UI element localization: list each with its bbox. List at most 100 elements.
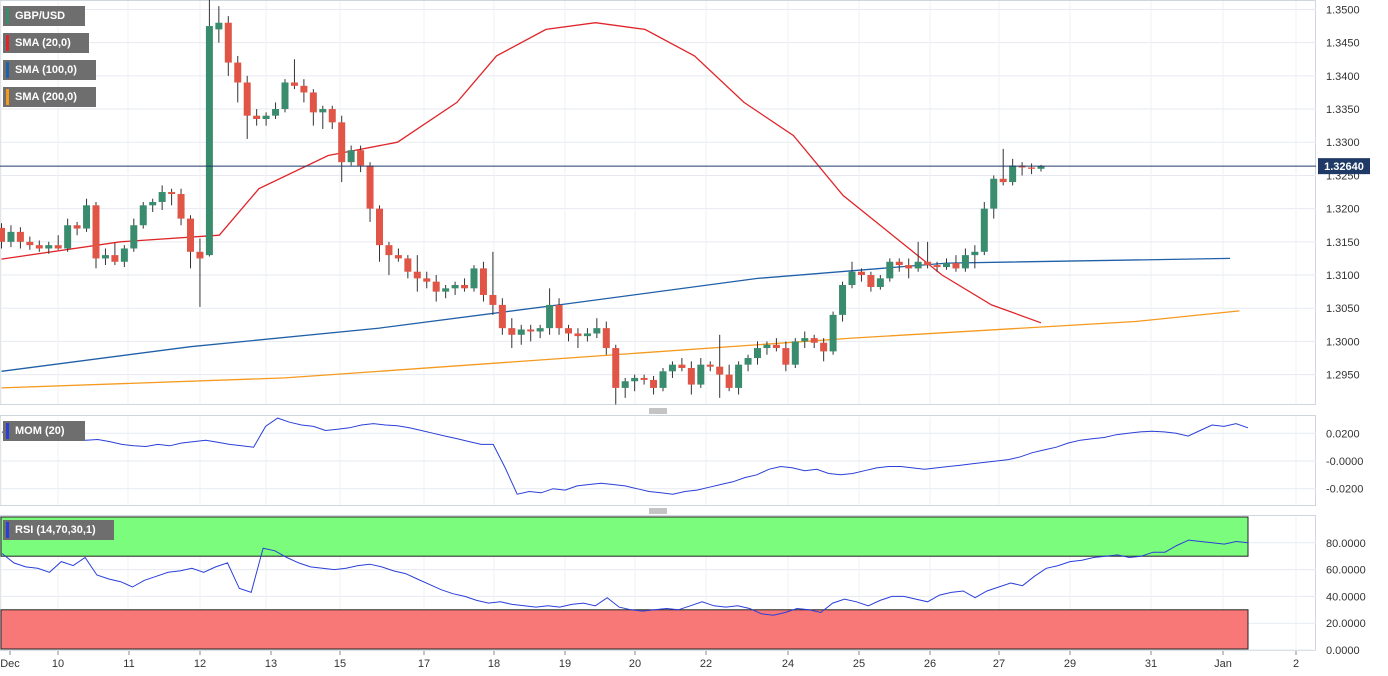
candle-body bbox=[659, 371, 667, 388]
candle-up bbox=[442, 284, 450, 299]
candle-up bbox=[205, 0, 213, 257]
candle-up bbox=[735, 361, 743, 395]
current-price-tag-text: 1.32640 bbox=[1324, 161, 1364, 173]
candle-body bbox=[470, 268, 478, 289]
main-y-tick-label: 1.2950 bbox=[1326, 370, 1360, 382]
candle-body bbox=[120, 248, 128, 262]
candle-down bbox=[73, 221, 81, 236]
x-tick-label: 20 bbox=[629, 658, 641, 670]
candle-up bbox=[83, 198, 91, 232]
x-tick-label: 15 bbox=[334, 658, 346, 670]
candle-up bbox=[876, 275, 884, 290]
candle-up bbox=[961, 248, 969, 272]
candle-body bbox=[725, 374, 733, 388]
legend-sma100-swatch bbox=[6, 62, 9, 78]
mom-splitter-handle[interactable] bbox=[649, 508, 667, 514]
candle-down bbox=[508, 318, 516, 349]
x-tick-label: 24 bbox=[782, 658, 794, 670]
candle-down bbox=[725, 364, 733, 392]
candle-body bbox=[565, 328, 572, 334]
candle-down bbox=[479, 261, 487, 302]
legend-rsi[interactable]: RSI (14,70,30,1) bbox=[3, 520, 114, 540]
candle-down bbox=[290, 59, 298, 90]
candle-down bbox=[461, 278, 469, 292]
x-tick-label: 12 bbox=[194, 658, 206, 670]
candle-body bbox=[848, 271, 856, 285]
candle-body bbox=[1028, 167, 1036, 169]
candle-body bbox=[687, 367, 695, 385]
legend-rsi-swatch bbox=[6, 522, 9, 538]
candle-body bbox=[139, 205, 147, 226]
candle-body bbox=[905, 265, 913, 269]
candle-body bbox=[338, 122, 346, 163]
candle-down bbox=[177, 188, 185, 226]
current-price-tag: 1.32640 bbox=[1318, 158, 1370, 175]
candle-up bbox=[517, 324, 525, 345]
candle-down bbox=[423, 271, 431, 289]
candle-down bbox=[565, 324, 572, 342]
x-tick-label: 13 bbox=[265, 658, 277, 670]
candle-down bbox=[952, 255, 960, 272]
candle-body bbox=[366, 165, 374, 209]
candle-up bbox=[536, 324, 544, 339]
rsi-path bbox=[1, 539, 1249, 616]
x-axis: Dec 10 11 12 13 15 17 18 19 20 22 24 25 26 27 29 31 Jan 2 bbox=[0, 651, 1299, 670]
candle-body bbox=[820, 342, 828, 352]
candle-down bbox=[385, 241, 393, 276]
candle-down bbox=[772, 338, 780, 352]
mom-y-axis: 0.0200 -0.0000 -0.0200 bbox=[1326, 428, 1363, 495]
candle-body bbox=[215, 22, 223, 30]
candle-down bbox=[111, 243, 119, 266]
candle-body bbox=[810, 338, 818, 343]
candle-up bbox=[801, 331, 809, 349]
mom-path bbox=[1, 417, 1249, 495]
candle-body bbox=[385, 245, 393, 256]
legend-sma200[interactable]: SMA (200,0) bbox=[3, 87, 96, 107]
candle-down bbox=[933, 261, 941, 272]
current-price-tag-bg bbox=[1318, 158, 1370, 175]
candle-up bbox=[1009, 158, 1017, 186]
candle-down bbox=[300, 79, 308, 103]
candle-body bbox=[479, 268, 487, 295]
candle-down bbox=[404, 255, 412, 279]
candle-body bbox=[253, 115, 261, 120]
legend-symbol[interactable]: GBP/USD bbox=[3, 6, 85, 26]
rsi-y-tick-label: 40.0000 bbox=[1326, 591, 1366, 603]
candle-body bbox=[404, 258, 412, 272]
candle-body bbox=[0, 227, 5, 242]
legend-sma100[interactable]: SMA (100,0) bbox=[3, 60, 96, 80]
candle-body bbox=[149, 202, 157, 206]
candle-body bbox=[508, 328, 516, 335]
candle-body bbox=[168, 192, 176, 195]
candle-up bbox=[943, 258, 950, 270]
legend-mom-label: MOM (20) bbox=[15, 425, 65, 437]
candle-body bbox=[357, 150, 365, 166]
candle-down bbox=[706, 361, 714, 372]
candle-up bbox=[583, 328, 591, 342]
candle-body bbox=[187, 218, 194, 252]
rsi-overbought-zone bbox=[0, 516, 1249, 557]
candle-down bbox=[650, 375, 658, 395]
candle-body bbox=[423, 278, 431, 282]
main-y-tick-label: 1.3200 bbox=[1326, 204, 1360, 216]
candle-body bbox=[300, 85, 308, 93]
main-y-tick-label: 1.3300 bbox=[1326, 137, 1360, 149]
candle-down bbox=[857, 268, 865, 282]
legend-sma20[interactable]: SMA (20,0) bbox=[3, 33, 89, 53]
rsi-line bbox=[1, 539, 1249, 616]
candle-body bbox=[281, 82, 289, 110]
sma-20-path bbox=[1, 22, 1042, 324]
rsi-y-tick-label: 0.0000 bbox=[1326, 645, 1360, 657]
candle-body bbox=[461, 284, 469, 289]
candle-body bbox=[943, 263, 950, 268]
candle-down bbox=[895, 258, 903, 272]
candle-body bbox=[546, 304, 554, 329]
candle-body bbox=[35, 245, 43, 249]
main-splitter-handle[interactable] bbox=[649, 408, 667, 414]
legend-rsi-label: RSI (14,70,30,1) bbox=[15, 524, 96, 536]
legend-mom[interactable]: MOM (20) bbox=[3, 421, 85, 441]
main-y-tick-label: 1.3350 bbox=[1326, 104, 1360, 116]
candle-body bbox=[933, 265, 941, 268]
candle-up bbox=[546, 288, 554, 335]
